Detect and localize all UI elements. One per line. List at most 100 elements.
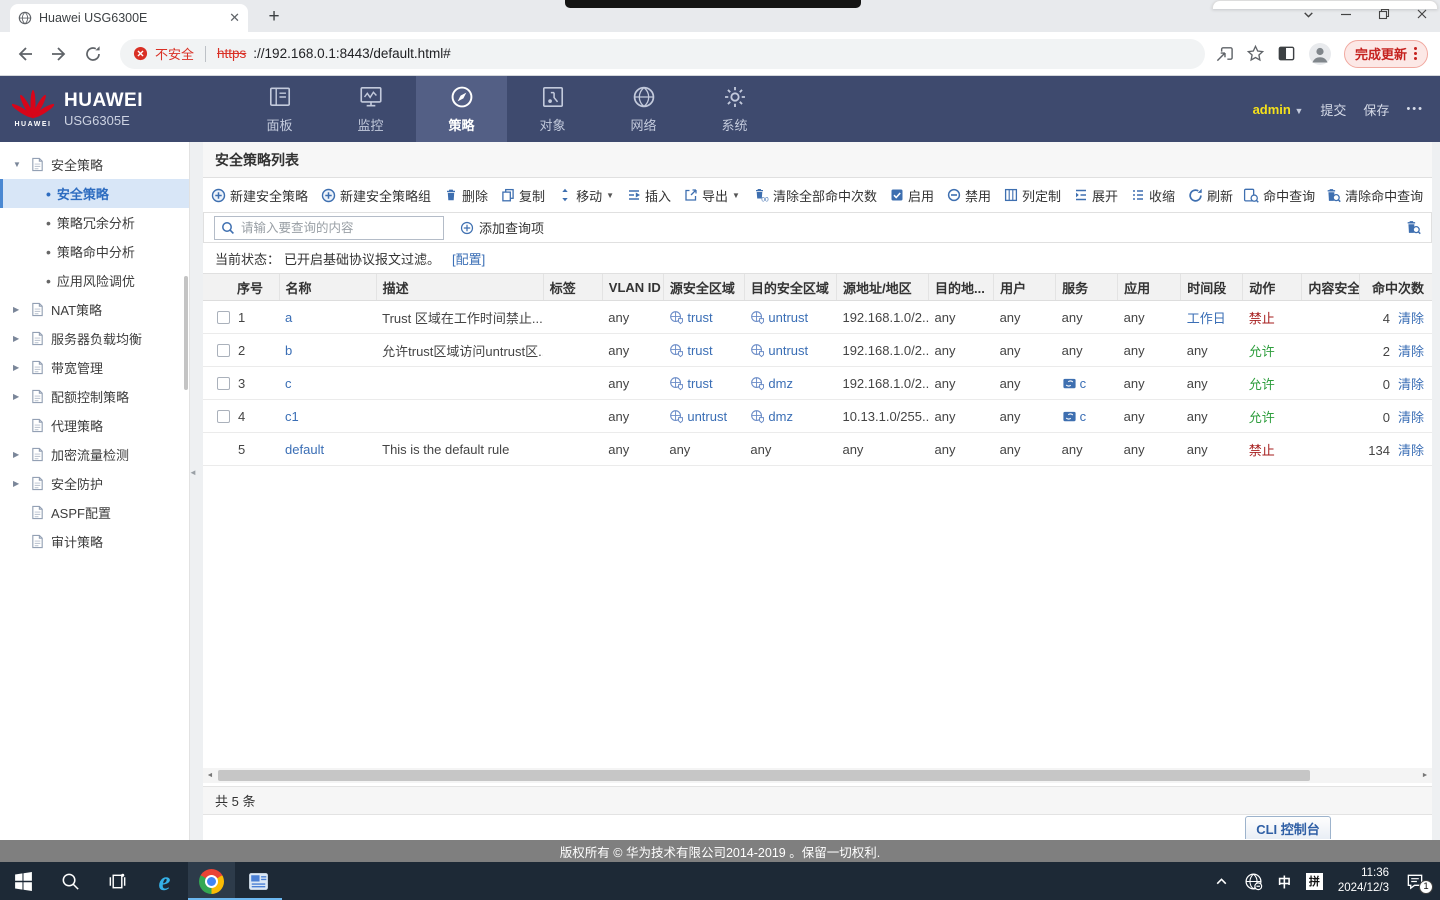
save-button[interactable]: 保存 <box>1363 102 1390 118</box>
col-header-dst_addr[interactable]: 目的地... <box>928 273 994 301</box>
sidebar-item-12[interactable]: ASPF配置 <box>0 498 189 527</box>
col-header-name[interactable]: 名称 <box>278 273 377 301</box>
col-header-tag[interactable]: 标签 <box>542 273 603 301</box>
nav-tab-3[interactable]: 对象 <box>507 76 598 142</box>
col-header-src_addr[interactable]: 源地址/地区 <box>835 273 929 301</box>
policy-name-link[interactable]: b <box>285 342 293 358</box>
back-icon[interactable] <box>8 37 42 71</box>
chrome-update-button[interactable]: 完成更新 <box>1343 39 1428 68</box>
col-header-desc[interactable]: 描述 <box>375 273 544 301</box>
header-more-icon[interactable]: ••• <box>1406 103 1424 115</box>
clear-hits-link[interactable]: 清除 <box>1397 442 1424 458</box>
clear-hits-link[interactable]: 清除 <box>1397 310 1424 326</box>
tab-search-chevron-icon[interactable] <box>1298 4 1318 24</box>
window-restore-button[interactable] <box>1374 4 1394 24</box>
sidebar-collapse-icon[interactable]: ◄ <box>189 468 197 477</box>
notification-icon[interactable]: 1 <box>1404 871 1433 894</box>
toolbar-left-4[interactable]: 移动 ▼ <box>558 186 614 205</box>
toolbar-right-1[interactable]: 命中查询 <box>1243 186 1315 205</box>
col-header-src_zone[interactable]: 源安全区域 <box>662 273 745 301</box>
submit-button[interactable]: 提交 <box>1320 102 1347 118</box>
nav-tab-5[interactable]: 系统 <box>689 76 780 142</box>
sidebar-scrollbar[interactable] <box>184 276 188 390</box>
sidebar-item-10[interactable]: ▶ 加密流量检测 <box>13 447 130 463</box>
policy-name-link[interactable]: a <box>285 309 293 325</box>
scrollbar-thumb[interactable] <box>218 770 1310 781</box>
clear-hits-link[interactable]: 清除 <box>1397 343 1424 359</box>
row-checkbox[interactable] <box>217 310 230 324</box>
search-box[interactable] <box>214 215 444 240</box>
sidebar-item-6[interactable]: ▶ 服务器负载均衡 <box>13 331 143 347</box>
user-menu[interactable]: admin ▼ <box>1252 101 1304 117</box>
address-bar[interactable]: 不安全 https://192.168.0.1:8443/default.htm… <box>120 38 1205 69</box>
col-header-user[interactable]: 用户 <box>993 273 1056 301</box>
policy-name-link[interactable]: c <box>285 375 292 391</box>
scroll-right-icon[interactable]: ► <box>1421 772 1429 779</box>
col-header-num[interactable]: 序号 <box>203 273 280 301</box>
browser-menu-icon[interactable] <box>1414 47 1417 60</box>
toolbar-left-5[interactable]: 插入 <box>627 186 671 205</box>
col-header-schedule[interactable]: 时间段 <box>1180 273 1243 301</box>
expander-icon[interactable]: ▶ <box>13 479 20 488</box>
sidebar-item-1[interactable]: • 安全策略 <box>0 179 189 208</box>
expander-icon[interactable]: ▶ <box>13 363 20 372</box>
zone-link[interactable]: trust <box>687 342 713 358</box>
expander-icon[interactable]: ▶ <box>13 392 20 401</box>
window-minimize-button[interactable] <box>1336 4 1356 24</box>
search-input[interactable] <box>241 220 437 235</box>
share-icon[interactable] <box>1215 44 1234 63</box>
col-header-app[interactable]: 应用 <box>1117 273 1181 301</box>
row-checkbox[interactable] <box>217 343 230 357</box>
sidebar-item-3[interactable]: • 策略命中分析 <box>46 243 135 261</box>
toolbar-left-6[interactable]: 导出 ▼ <box>684 186 740 205</box>
taskbar-app-start-icon[interactable] <box>0 862 47 900</box>
zone-link[interactable]: trust <box>687 309 713 325</box>
sidebar-item-4[interactable]: • 应用风险调优 <box>46 272 135 290</box>
zone-link[interactable]: untrust <box>768 342 809 358</box>
expander-icon[interactable]: ▶ <box>13 305 20 314</box>
tab-close-icon[interactable]: ✕ <box>229 10 240 25</box>
col-header-hits[interactable]: 命中次数 <box>1359 273 1432 301</box>
scroll-left-icon[interactable]: ◄ <box>206 772 214 779</box>
policy-name-link[interactable]: c1 <box>285 408 299 424</box>
col-header-vlan[interactable]: VLAN ID <box>601 273 664 301</box>
new-tab-button[interactable]: + <box>268 6 280 27</box>
network-globe-icon[interactable] <box>1244 872 1263 891</box>
bookmark-star-icon[interactable] <box>1246 44 1265 63</box>
toolbar-left-0[interactable]: 新建安全策略 <box>211 186 308 205</box>
toolbar-left-10[interactable]: 列定制 <box>1004 186 1061 205</box>
cli-console-button[interactable]: CLI 控制台 <box>1245 816 1331 839</box>
sidebar-item-13[interactable]: 审计策略 <box>0 527 189 556</box>
expander-icon[interactable]: ▼ <box>13 160 21 169</box>
taskbar-app-taskview-icon[interactable] <box>94 862 141 900</box>
toolbar-left-7[interactable]: 00 清除全部命中次数 <box>753 186 877 205</box>
zone-link[interactable]: trust <box>687 375 713 391</box>
nav-tab-1[interactable]: 监控 <box>325 76 416 142</box>
row-checkbox[interactable] <box>217 376 230 390</box>
forward-icon[interactable] <box>42 37 76 71</box>
sidebar-item-2[interactable]: • 策略冗余分析 <box>46 214 135 232</box>
col-header-service[interactable]: 服务 <box>1055 273 1118 301</box>
sidebar-item-11[interactable]: ▶ 安全防护 <box>13 476 104 492</box>
toolbar-left-1[interactable]: 新建安全策略组 <box>321 186 431 205</box>
taskbar-app-docs-icon[interactable] <box>235 862 282 900</box>
clear-hits-link[interactable]: 清除 <box>1397 409 1424 425</box>
tray-chevron-up-icon[interactable] <box>1214 874 1229 889</box>
zone-link[interactable]: untrust <box>687 408 728 424</box>
profile-avatar[interactable] <box>1308 42 1332 66</box>
schedule-link[interactable]: 工作日 <box>1186 310 1226 326</box>
expander-icon[interactable]: ▶ <box>13 450 20 459</box>
zone-link[interactable]: dmz <box>768 408 793 424</box>
horizontal-scrollbar[interactable]: ◄ ► <box>203 768 1432 783</box>
ime-indicator[interactable]: 拼 <box>1305 872 1323 890</box>
toolbar-right-2[interactable]: 清除命中查询 <box>1325 186 1423 205</box>
clear-hits-link[interactable]: 清除 <box>1397 376 1424 392</box>
col-header-dst_zone[interactable]: 目的安全区域 <box>743 273 837 301</box>
toolbar-left-8[interactable]: 启用 <box>890 186 934 205</box>
language-indicator[interactable]: 中 <box>1277 874 1291 890</box>
browser-tab[interactable]: Huawei USG6300E ✕ <box>10 4 248 32</box>
policy-name-link[interactable]: default <box>285 441 325 457</box>
sidebar-item-7[interactable]: ▶ 带宽管理 <box>13 360 104 376</box>
row-checkbox[interactable] <box>217 409 230 423</box>
config-link[interactable]: [配置] <box>452 251 486 267</box>
